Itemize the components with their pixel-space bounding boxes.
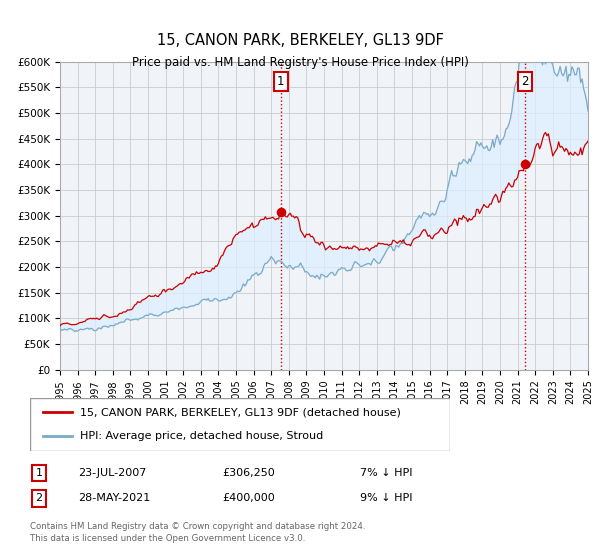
Text: 28-MAY-2021: 28-MAY-2021: [78, 493, 150, 503]
Text: 2: 2: [521, 75, 529, 88]
Text: HPI: Average price, detached house, Stroud: HPI: Average price, detached house, Stro…: [80, 431, 323, 441]
Text: 2: 2: [35, 493, 43, 503]
Point: [276, 208, 286, 217]
Text: 7% ↓ HPI: 7% ↓ HPI: [360, 468, 413, 478]
Text: 9% ↓ HPI: 9% ↓ HPI: [360, 493, 413, 503]
Point: [520, 160, 530, 169]
Text: 1: 1: [35, 468, 43, 478]
Text: £400,000: £400,000: [222, 493, 275, 503]
Text: 15, CANON PARK, BERKELEY, GL13 9DF: 15, CANON PARK, BERKELEY, GL13 9DF: [157, 32, 443, 48]
Text: Price paid vs. HM Land Registry's House Price Index (HPI): Price paid vs. HM Land Registry's House …: [131, 56, 469, 69]
Text: £306,250: £306,250: [222, 468, 275, 478]
FancyBboxPatch shape: [30, 398, 450, 451]
Text: 15, CANON PARK, BERKELEY, GL13 9DF (detached house): 15, CANON PARK, BERKELEY, GL13 9DF (deta…: [80, 408, 401, 418]
Text: This data is licensed under the Open Government Licence v3.0.: This data is licensed under the Open Gov…: [30, 534, 305, 543]
Text: 1: 1: [277, 75, 284, 88]
Text: 23-JUL-2007: 23-JUL-2007: [78, 468, 146, 478]
Text: Contains HM Land Registry data © Crown copyright and database right 2024.: Contains HM Land Registry data © Crown c…: [30, 522, 365, 531]
